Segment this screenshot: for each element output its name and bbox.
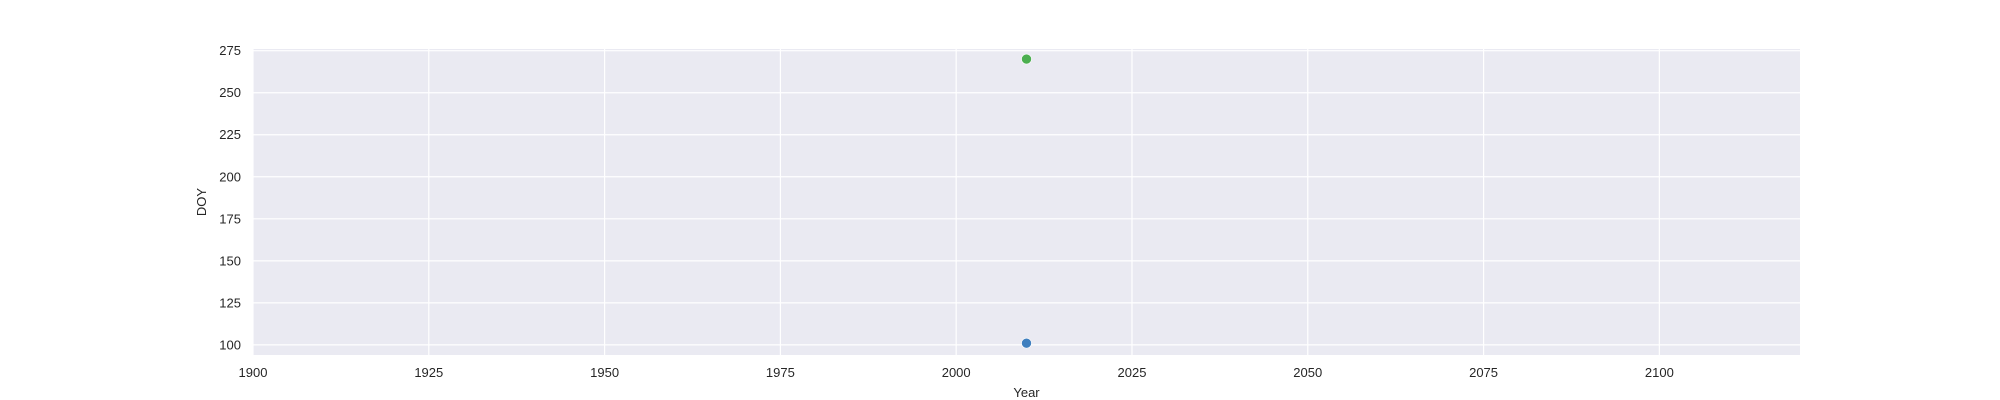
data-points: [1021, 53, 1032, 349]
x-axis-ticks: 1900 1925 1950 1975 2000 2025 2050 2075 2100: [239, 365, 1674, 380]
y-tick-label: 275: [219, 43, 241, 58]
y-axis-ticks: 100 125 150 175 200 225 250 275: [219, 43, 241, 352]
y-axis-label: DOY: [194, 188, 209, 217]
y-tick-label: 175: [219, 211, 241, 226]
x-tick-label: 1975: [766, 365, 795, 380]
y-tick-label: 150: [219, 253, 241, 268]
scatter-point: [1021, 337, 1032, 349]
x-tick-label: 2050: [1293, 365, 1322, 380]
y-tick-label: 200: [219, 169, 241, 184]
y-tick-label: 250: [219, 85, 241, 100]
y-tick-label: 100: [219, 337, 241, 352]
x-tick-label: 2000: [942, 365, 971, 380]
x-axis-label: Year: [1013, 385, 1040, 400]
x-tick-label: 1900: [239, 365, 268, 380]
y-gridlines: [253, 50, 1800, 346]
plot-area: [253, 49, 1800, 355]
x-tick-label: 2075: [1469, 365, 1498, 380]
x-tick-label: 1925: [414, 365, 443, 380]
scatter-point: [1021, 53, 1032, 65]
x-gridlines: [252, 49, 1660, 355]
y-tick-label: 125: [219, 295, 241, 310]
x-tick-label: 1950: [590, 365, 619, 380]
y-tick-label: 225: [219, 127, 241, 142]
x-tick-label: 2100: [1645, 365, 1674, 380]
x-tick-label: 2025: [1118, 365, 1147, 380]
